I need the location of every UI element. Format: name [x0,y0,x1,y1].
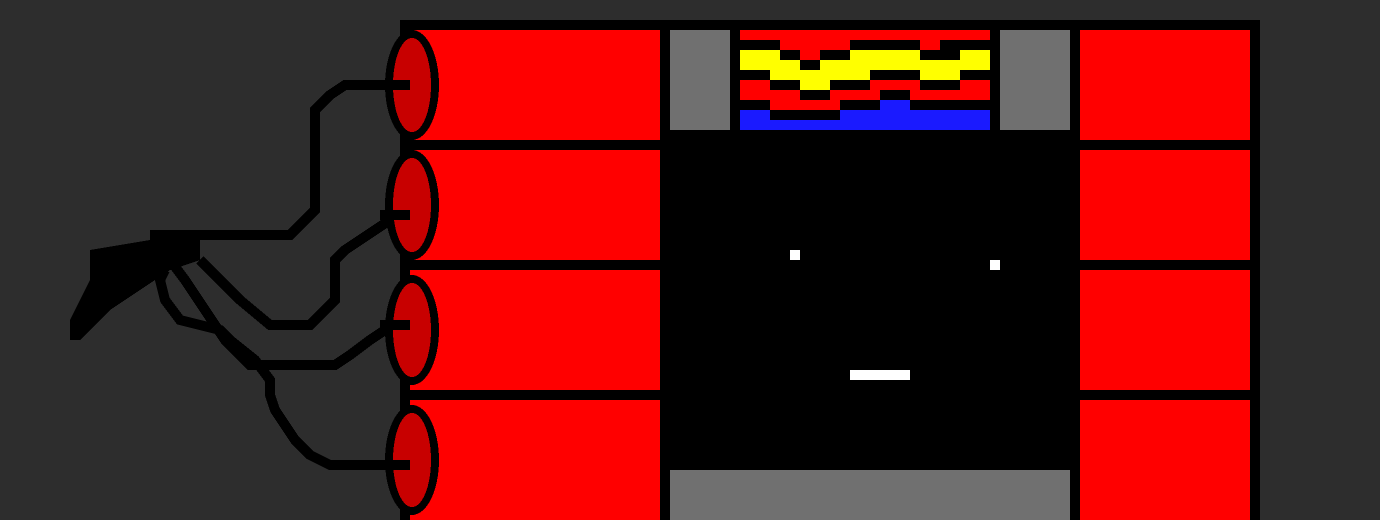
wave-blue [740,100,990,130]
metal-base [670,470,1070,520]
cap [385,405,439,515]
wire-2 [196,210,403,330]
wire-1 [150,80,405,240]
metal-clip-right [1000,30,1070,130]
dynamite-stick [1080,150,1250,260]
wires [150,80,405,470]
wave-display [740,30,990,130]
dynamite-stick [410,30,660,140]
right-eye [990,260,1000,270]
right-sticks [1080,30,1250,520]
dynamite-stick [410,270,660,390]
left-eye [790,250,800,260]
cap [385,30,439,140]
wire-4 [154,267,405,470]
wire-connectors [380,80,410,470]
stick-caps [385,30,439,515]
fuse-end [70,240,200,340]
dynamite-stick [1080,270,1250,390]
wave-yellow [740,50,990,90]
left-sticks [410,30,660,520]
metal-clip-left [670,30,730,130]
wave-red-bottom [740,80,990,110]
dynamite-stick [1080,30,1250,140]
mouth [850,370,910,380]
wave-red-top [740,30,990,60]
wire-3 [166,257,403,370]
dynamite-stick [410,400,660,520]
cap [385,150,439,260]
dynamite-stick [1080,400,1250,520]
dynamite-stick [410,150,660,260]
cap [385,275,439,385]
